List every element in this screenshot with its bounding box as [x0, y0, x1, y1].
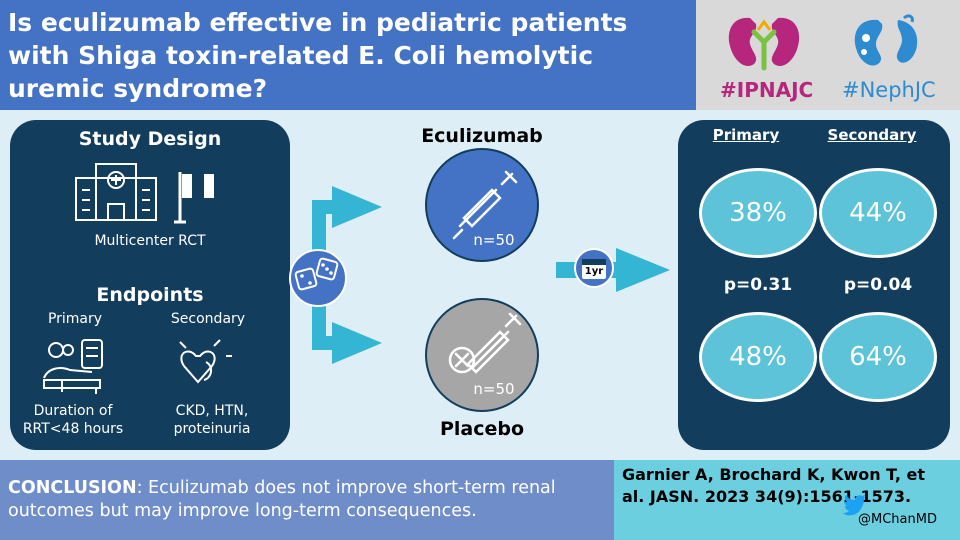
study-design-title: Study Design: [78, 128, 222, 150]
ipna-kidney-icon: [728, 17, 800, 71]
followup-duration: 1yr: [584, 266, 604, 277]
eculizumab-primary-result: 38%: [699, 168, 817, 258]
primary-endpoint-label: Primary: [47, 311, 103, 327]
study-design-panel: [10, 120, 290, 450]
eculizumab-secondary-result: 44%: [819, 168, 937, 258]
ipnajc-logo-text: #IPNAJC: [720, 78, 814, 102]
secondary-endpoint-label: Secondary: [170, 311, 246, 327]
nephjc-kidney-icon: [854, 14, 918, 66]
page-title: Is eculizumab effective in pediatric pat…: [8, 8, 628, 103]
eculizumab-n: n=50: [473, 231, 515, 249]
design-label: Multicenter RCT: [94, 233, 206, 249]
placebo-primary-result: 48%: [699, 312, 817, 402]
citation-bar: [614, 460, 960, 540]
placebo-secondary-result: 64%: [819, 312, 937, 402]
endpoints-title: Endpoints: [96, 284, 204, 306]
twitter-handle[interactable]: @MChanMD: [858, 512, 937, 527]
secondary-p-value: p=0.04: [843, 275, 913, 295]
header-banner: Is eculizumab effective in pediatric pat…: [0, 0, 696, 110]
logo-panel: #IPNAJC #NephJC: [696, 0, 960, 110]
conclusion-bar: [0, 460, 614, 540]
placebo-label: Placebo: [439, 418, 525, 440]
conclusion-text: CONCLUSION: Eculizumab does not improve …: [8, 477, 608, 523]
primary-endpoint-text: Duration of RRT<48 hours: [22, 403, 124, 437]
conclusion-heading: CONCLUSION: [8, 478, 137, 498]
nephjc-logo-text: #NephJC: [842, 78, 936, 102]
secondary-endpoint-text: CKD, HTN, proteinuria: [173, 403, 251, 437]
eculizumab-label: Eculizumab: [421, 125, 543, 147]
conclusion-body: : Eculizumab does not improve short-term…: [8, 478, 556, 521]
primary-p-value: p=0.31: [723, 275, 793, 295]
placebo-n: n=50: [473, 380, 515, 398]
results-primary-header: Primary: [712, 126, 780, 144]
results-secondary-header: Secondary: [827, 126, 917, 144]
citation-text: Garnier A, Brochard K, Kwon T, et al. JA…: [622, 465, 925, 506]
